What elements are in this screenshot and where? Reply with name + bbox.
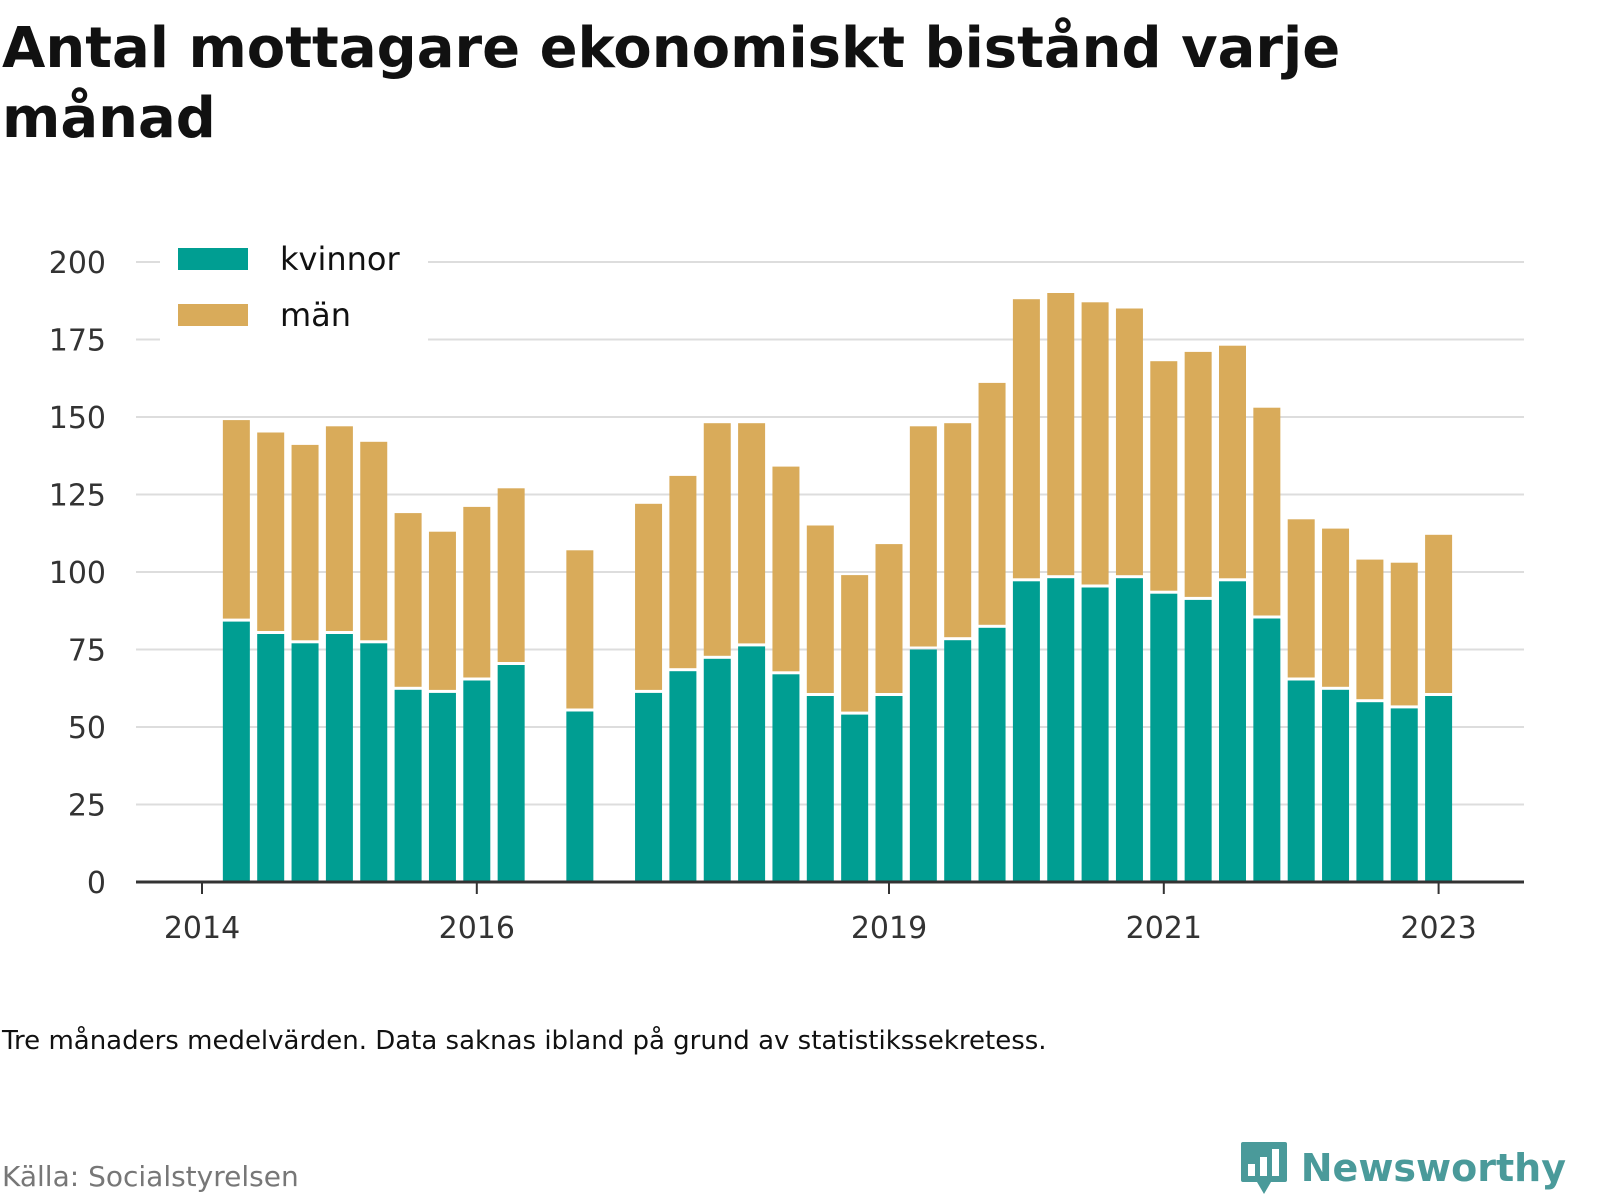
legend-label: kvinnor — [280, 240, 401, 278]
bar-kvinnor — [1184, 599, 1212, 882]
bar-man — [1184, 351, 1212, 597]
bar-man — [1012, 299, 1040, 579]
bar-man — [566, 550, 594, 709]
x-tick-label: 2019 — [851, 911, 927, 946]
chart-title: Antal mottagare ekonomiskt bistånd varje… — [2, 16, 1341, 151]
bar-kvinnor — [703, 658, 731, 882]
bar-man — [497, 488, 525, 662]
bar-kvinnor — [1115, 578, 1143, 882]
bar-man — [806, 525, 834, 693]
bar-kvinnor — [909, 649, 937, 882]
bar-man — [360, 441, 388, 641]
bar-kvinnor — [806, 696, 834, 882]
bar-kvinnor — [944, 640, 972, 882]
bar-man — [1150, 361, 1178, 591]
legend-label: män — [280, 296, 351, 334]
y-tick-label: 125 — [49, 479, 106, 514]
bar-man — [428, 531, 456, 690]
bar-kvinnor — [772, 674, 800, 882]
bar-kvinnor — [1253, 618, 1281, 882]
y-tick-label: 0 — [87, 866, 106, 901]
bar-man — [1322, 528, 1350, 687]
source-text: Källa: Socialstyrelsen — [2, 1160, 299, 1193]
bar-man — [1287, 519, 1315, 678]
bar-man — [635, 503, 663, 690]
bar-man — [875, 544, 903, 693]
bar-man — [738, 423, 766, 644]
bar-kvinnor — [635, 692, 663, 882]
bar-kvinnor — [1081, 587, 1109, 882]
x-tick-label: 2016 — [439, 911, 515, 946]
x-tick-label: 2023 — [1400, 911, 1476, 946]
brand-name: Newsworthy — [1300, 1146, 1566, 1190]
bar-kvinnor — [463, 680, 491, 882]
bar-kvinnor — [497, 665, 525, 882]
bar-man — [841, 575, 869, 712]
bar-kvinnor — [325, 634, 353, 882]
bar-kvinnor — [978, 627, 1006, 882]
bar-man — [325, 426, 353, 631]
bar-man — [772, 466, 800, 672]
bar-man — [463, 506, 491, 678]
bar-man — [1425, 534, 1453, 693]
bar-kvinnor — [841, 714, 869, 882]
bar-kvinnor — [1150, 593, 1178, 882]
bar-man — [1115, 308, 1143, 576]
bar-man — [1081, 302, 1109, 585]
bar-kvinnor — [1287, 680, 1315, 882]
y-axis-ticks: 0 25 50 75 100 125 150 175 200 — [49, 246, 106, 901]
chart-note: Tre månaders medelvärden. Data saknas ib… — [2, 1026, 1047, 1056]
newsworthy-logo: Newsworthy — [1239, 1140, 1566, 1196]
x-axis: 2014 2016 2019 2021 2023 — [136, 880, 1524, 946]
bar-kvinnor — [394, 689, 422, 882]
bar-chart-logo-icon — [1240, 1142, 1287, 1194]
bar-kvinnor — [738, 646, 766, 882]
x-tick-label: 2021 — [1126, 911, 1202, 946]
bar-kvinnor — [1356, 702, 1384, 882]
bar-kvinnor — [222, 621, 250, 882]
bar-man — [978, 382, 1006, 625]
bar-man — [1219, 345, 1246, 579]
y-tick-label: 75 — [68, 634, 106, 669]
bar-kvinnor — [257, 634, 285, 882]
bar-kvinnor — [1219, 581, 1246, 882]
bar-man — [1253, 407, 1281, 616]
bar-kvinnor — [428, 692, 456, 882]
bar-kvinnor — [1322, 689, 1350, 882]
bar-man — [257, 432, 285, 631]
y-tick-label: 50 — [68, 711, 106, 746]
legend-swatch — [178, 304, 248, 326]
bar-man — [222, 420, 250, 619]
bars — [222, 293, 1453, 882]
bar-man — [703, 423, 731, 656]
bar-kvinnor — [669, 671, 697, 882]
y-tick-label: 100 — [49, 556, 106, 591]
bar-man — [669, 475, 697, 669]
y-tick-label: 25 — [68, 789, 106, 824]
y-tick-label: 175 — [49, 324, 106, 359]
y-tick-label: 200 — [49, 246, 106, 281]
y-tick-label: 150 — [49, 401, 106, 436]
bar-kvinnor — [291, 643, 319, 882]
bar-man — [1047, 293, 1075, 576]
bar-kvinnor — [1047, 578, 1075, 882]
bar-kvinnor — [566, 711, 594, 882]
legend-swatch — [178, 248, 248, 270]
bar-man — [1390, 562, 1418, 706]
x-tick-label: 2014 — [164, 911, 240, 946]
bar-man — [394, 513, 422, 687]
bar-man — [1356, 559, 1384, 700]
bar-kvinnor — [360, 643, 388, 882]
bar-kvinnor — [875, 696, 903, 882]
legend: kvinnor män — [160, 230, 428, 342]
bar-kvinnor — [1390, 708, 1418, 882]
bar-man — [291, 444, 319, 641]
bar-kvinnor — [1012, 581, 1040, 882]
bar-man — [909, 426, 937, 647]
bar-man — [944, 423, 972, 638]
bar-kvinnor — [1425, 696, 1453, 882]
